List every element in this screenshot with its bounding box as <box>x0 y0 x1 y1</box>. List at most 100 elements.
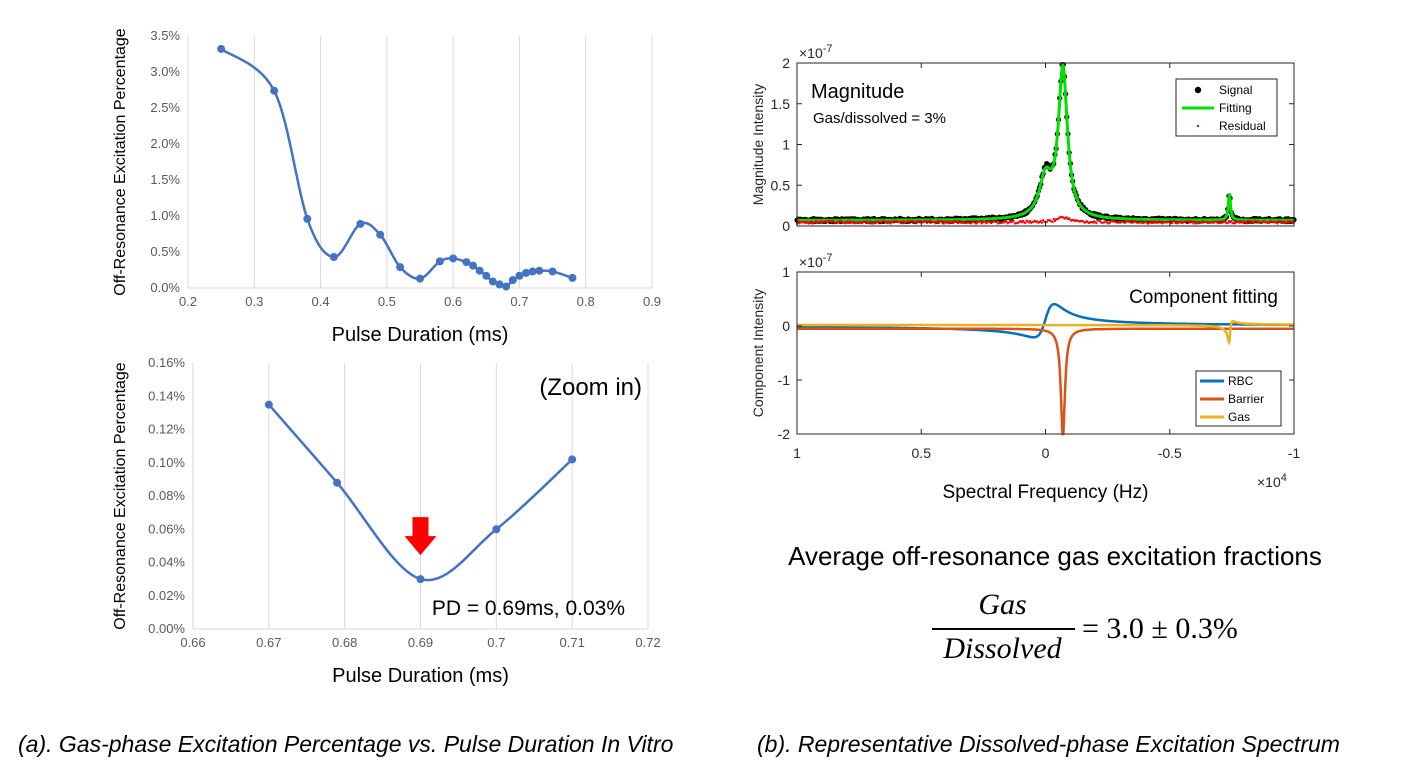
equation-result: = 3.0 ± 0.3% <box>1082 612 1238 645</box>
residual-point <box>1229 221 1232 224</box>
residual-point <box>1022 220 1025 223</box>
x-tick-label: 0.9 <box>643 294 661 309</box>
data-point <box>515 271 524 280</box>
residual-point <box>942 222 945 225</box>
data-point <box>495 280 504 289</box>
x-tick-label: -1 <box>1288 445 1301 461</box>
y-tick-label: 1.5 <box>771 96 791 112</box>
residual-point <box>997 222 1000 225</box>
residual-point <box>857 222 860 225</box>
residual-point <box>1074 220 1077 223</box>
residual-point <box>1279 220 1282 223</box>
residual-point <box>1006 222 1009 225</box>
residual-point <box>827 219 830 222</box>
residual-point <box>948 220 951 223</box>
residual-point <box>805 220 808 223</box>
residual-point <box>1165 221 1168 224</box>
x-tick-label: 0.2 <box>179 294 197 309</box>
residual-point <box>907 220 910 223</box>
data-point <box>396 263 405 272</box>
residual-point <box>960 221 963 224</box>
data-point <box>469 261 478 270</box>
legend-label: Fitting <box>1219 101 1252 115</box>
y-exponent-label: ×10-7 <box>799 43 833 61</box>
residual-point <box>875 220 878 223</box>
residual-point <box>810 220 813 223</box>
residual-point <box>1174 222 1177 225</box>
residual-point <box>1291 220 1294 223</box>
residual-point <box>890 220 893 223</box>
residual-point <box>861 222 864 225</box>
residual-point <box>1100 221 1103 224</box>
residual-point <box>1137 221 1140 224</box>
residual-point <box>1135 221 1138 224</box>
residual-point <box>850 221 853 224</box>
residual-point <box>1227 220 1230 223</box>
data-point <box>329 253 338 262</box>
residual-point <box>910 220 913 223</box>
residual-point <box>1078 220 1081 223</box>
residual-point <box>1173 219 1176 222</box>
residual-point <box>831 219 834 222</box>
residual-point <box>927 220 930 223</box>
residual-point <box>1096 219 1099 222</box>
residual-point <box>881 220 884 223</box>
residual-point <box>797 219 800 222</box>
residual-point <box>1287 221 1290 224</box>
residual-point <box>1059 215 1062 218</box>
residual-point <box>1037 221 1040 224</box>
residual-point <box>1208 221 1211 224</box>
residual-point <box>986 221 989 224</box>
residual-point <box>985 222 988 225</box>
x-tick-label: 0.72 <box>635 635 660 650</box>
residual-point <box>1230 220 1233 223</box>
residual-point <box>1149 220 1152 223</box>
residual-point <box>1098 219 1101 222</box>
residual-point <box>863 220 866 223</box>
residual-point <box>916 219 919 222</box>
residual-point <box>962 221 965 224</box>
data-point <box>376 230 385 239</box>
residual-point <box>884 220 887 223</box>
residual-point <box>1111 220 1114 223</box>
residual-point <box>1270 220 1273 223</box>
annotation-zoom: (Zoom in) <box>539 374 642 401</box>
data-point <box>502 282 511 291</box>
residual-point <box>1102 221 1105 224</box>
data-point <box>475 266 484 275</box>
y-tick-label: 2.5% <box>150 100 180 115</box>
residual-point <box>798 222 801 225</box>
residual-point <box>994 221 997 224</box>
residual-point <box>1120 221 1123 224</box>
residual-point <box>1076 219 1079 222</box>
residual-point <box>1258 221 1261 224</box>
residual-point <box>1193 220 1196 223</box>
residual-point <box>904 221 907 224</box>
residual-point <box>1119 221 1122 224</box>
residual-point <box>1233 222 1236 225</box>
residual-point <box>947 222 950 225</box>
residual-point <box>1045 221 1048 224</box>
residual-point <box>816 221 819 224</box>
y-tick-label: 1.0% <box>150 208 180 223</box>
residual-point <box>1113 220 1116 223</box>
residual-point <box>835 221 838 224</box>
residual-point <box>1162 220 1165 223</box>
residual-point <box>1107 222 1110 225</box>
residual-point <box>862 221 865 224</box>
y-exponent-label: ×10-7 <box>799 252 833 270</box>
y-tick-label: 0.06% <box>148 521 185 536</box>
residual-point <box>1175 222 1178 225</box>
equation-denominator: Dissolved <box>943 632 1062 665</box>
residual-point <box>1147 222 1150 225</box>
y-tick-label: 0.5% <box>150 244 180 259</box>
y-tick-label: 0.0% <box>150 280 180 295</box>
residual-point <box>1200 221 1203 224</box>
residual-point <box>1242 221 1245 224</box>
residual-point <box>1032 220 1035 223</box>
residual-point <box>1181 221 1184 224</box>
residual-point <box>1088 222 1091 225</box>
residual-point <box>921 221 924 224</box>
residual-point <box>865 220 868 223</box>
